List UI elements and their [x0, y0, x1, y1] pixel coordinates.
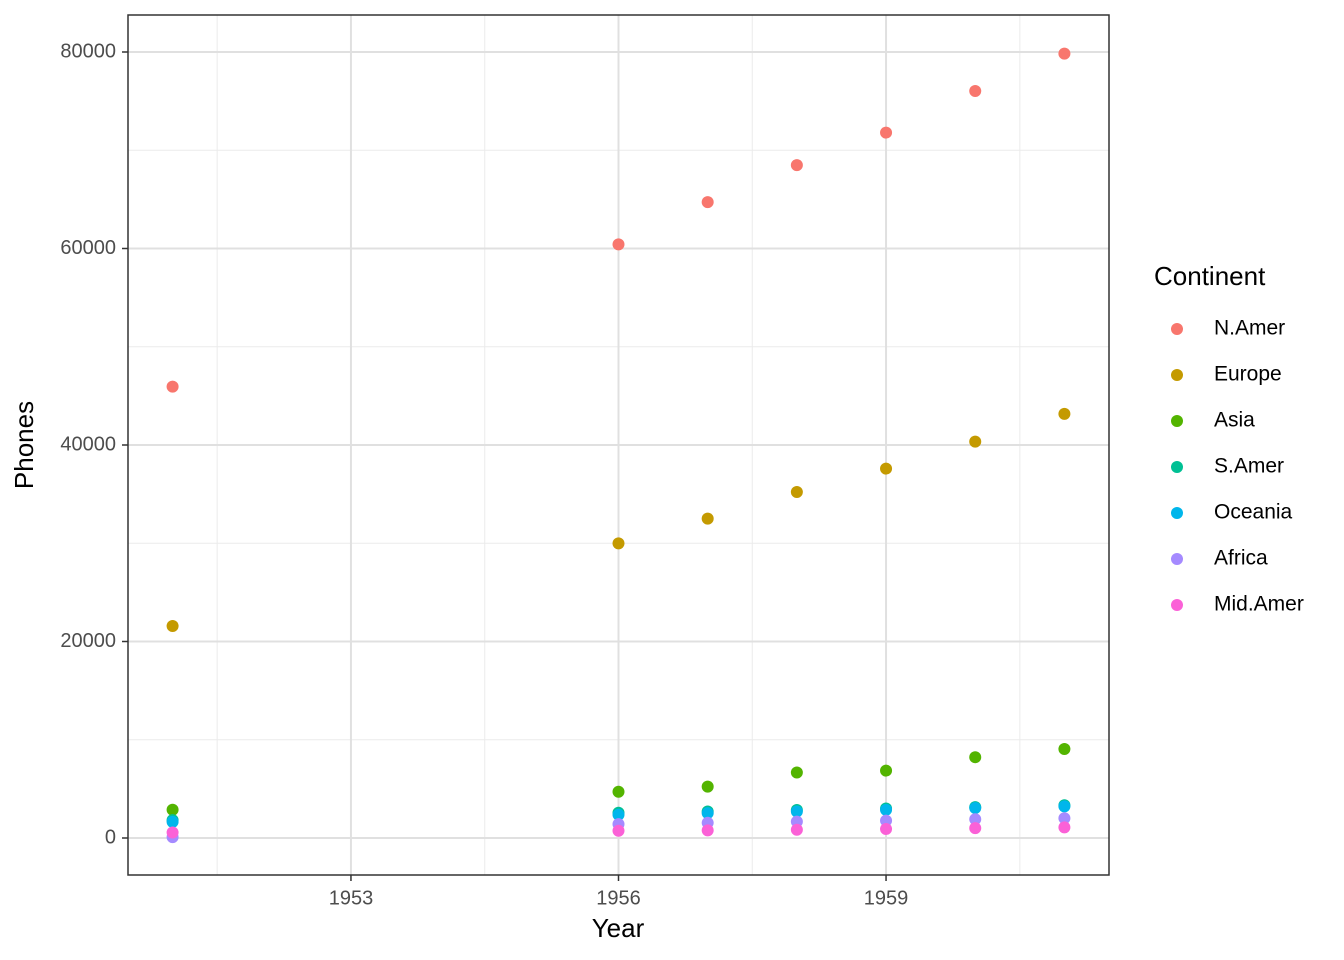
point — [1058, 812, 1071, 825]
point — [880, 126, 893, 139]
point — [1058, 407, 1071, 420]
x-tick-label: 1956 — [596, 887, 641, 909]
point — [880, 764, 893, 777]
point — [880, 823, 893, 836]
legend-key — [1171, 323, 1183, 335]
point — [969, 751, 982, 764]
point — [969, 84, 982, 97]
x-tick-label: 1953 — [329, 887, 374, 909]
panel-border — [127, 14, 1110, 876]
legend-label: Africa — [1214, 547, 1268, 570]
point — [969, 435, 982, 448]
legend-key — [1171, 415, 1183, 427]
legend-key — [1171, 599, 1183, 611]
legend-label: S.Amer — [1214, 455, 1284, 478]
point — [969, 813, 982, 826]
legend-label: Asia — [1214, 409, 1255, 432]
point — [612, 785, 625, 798]
point — [1058, 47, 1071, 60]
legend-label: Europe — [1214, 363, 1282, 386]
point — [166, 826, 179, 839]
y-tick-label: 0 — [105, 826, 116, 848]
legend-label: Oceania — [1214, 501, 1293, 524]
y-tick-label: 60000 — [60, 237, 116, 259]
point — [701, 196, 714, 209]
point — [790, 485, 803, 498]
legend-key — [1171, 507, 1183, 519]
point — [701, 824, 714, 837]
y-tick-label: 80000 — [60, 40, 116, 62]
point — [166, 815, 179, 828]
y-axis-title: Phones — [9, 401, 39, 489]
y-tick-label: 20000 — [60, 630, 116, 652]
point — [790, 823, 803, 836]
legend-key — [1171, 461, 1183, 473]
legend-label: N.Amer — [1214, 317, 1285, 340]
point — [880, 462, 893, 475]
point — [969, 801, 982, 814]
point — [612, 537, 625, 550]
point — [969, 822, 982, 835]
point — [790, 805, 803, 818]
point — [612, 808, 625, 821]
point — [701, 512, 714, 525]
legend-key — [1171, 553, 1183, 565]
point — [790, 159, 803, 172]
point — [701, 807, 714, 820]
point — [701, 780, 714, 793]
x-axis-title: Year — [592, 913, 645, 943]
point — [880, 814, 893, 827]
point — [166, 620, 179, 633]
point — [166, 803, 179, 816]
point — [1058, 743, 1071, 756]
y-tick-label: 40000 — [60, 433, 116, 455]
point — [1058, 800, 1071, 813]
legend-label: Mid.Amer — [1214, 593, 1304, 616]
point — [612, 238, 625, 251]
point — [1058, 821, 1071, 834]
point — [790, 766, 803, 779]
point — [612, 824, 625, 837]
legend-key — [1171, 369, 1183, 381]
legend-title: Continent — [1154, 261, 1266, 291]
point — [166, 380, 179, 393]
x-tick-label: 1959 — [864, 887, 909, 909]
point — [880, 803, 893, 816]
